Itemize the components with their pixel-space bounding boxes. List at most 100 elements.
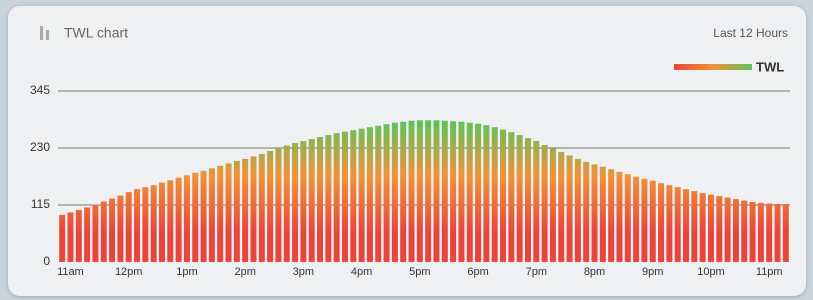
bar — [284, 146, 290, 262]
bar — [217, 166, 223, 262]
x-tick-label: 7pm — [526, 266, 547, 278]
x-tick-label: 1pm — [176, 266, 197, 278]
bar — [725, 198, 731, 262]
bar — [250, 156, 256, 262]
chart-title: TWL chart — [64, 25, 128, 41]
bar — [167, 180, 173, 262]
y-tick-label: 345 — [30, 83, 50, 97]
bar — [533, 141, 539, 262]
chart-icon — [46, 30, 49, 40]
bar — [567, 155, 573, 262]
bar — [716, 196, 722, 262]
bar — [234, 161, 240, 262]
bar — [84, 207, 90, 262]
bar — [134, 189, 140, 262]
x-tick-label: 2pm — [234, 266, 255, 278]
x-tick-label: 5pm — [409, 266, 430, 278]
bar — [300, 141, 306, 262]
x-tick-label: 11am — [57, 266, 84, 278]
bar — [275, 148, 281, 262]
chart-icon — [40, 26, 43, 40]
bar — [691, 191, 697, 262]
bar — [342, 132, 348, 262]
bar — [192, 173, 198, 262]
bar — [517, 135, 523, 262]
bar — [575, 159, 581, 262]
y-tick-label: 230 — [30, 140, 50, 154]
bar — [483, 125, 489, 262]
bar — [242, 159, 248, 262]
bar — [550, 148, 556, 262]
bar — [92, 205, 98, 262]
bar — [367, 127, 373, 262]
bar — [750, 202, 756, 262]
bar — [683, 189, 689, 262]
x-tick-label: 11pm — [756, 266, 783, 278]
bar — [641, 179, 647, 262]
legend-label: TWL — [756, 59, 784, 74]
bar — [126, 192, 132, 262]
bar — [650, 181, 656, 262]
bar — [59, 215, 65, 262]
bar — [201, 171, 207, 262]
bar — [542, 145, 548, 262]
bar — [384, 124, 390, 262]
x-tick-label: 4pm — [351, 266, 372, 278]
bar — [375, 126, 381, 262]
bar — [600, 167, 606, 262]
bar — [508, 132, 514, 262]
bar — [616, 172, 622, 262]
x-tick-label: 8pm — [584, 266, 605, 278]
bar — [608, 169, 614, 262]
bar — [733, 199, 739, 262]
bar — [592, 164, 598, 262]
bar — [151, 185, 157, 262]
bar — [450, 121, 456, 262]
bar — [475, 124, 481, 262]
bar — [267, 151, 273, 262]
bar — [67, 212, 73, 262]
bar — [176, 178, 182, 262]
bar — [783, 204, 789, 262]
bar — [558, 152, 564, 262]
bar — [758, 203, 764, 262]
chart: TWL chart Last 12 Hours 011523034511am12… — [0, 0, 813, 300]
bar — [76, 210, 82, 262]
y-tick-label: 0 — [43, 254, 50, 268]
bar — [359, 129, 365, 262]
bar — [775, 204, 781, 262]
bar — [766, 204, 772, 262]
bar — [325, 135, 331, 262]
bar — [525, 138, 531, 262]
bar — [101, 202, 107, 262]
bar — [741, 201, 747, 262]
bar — [400, 122, 406, 262]
bar — [209, 168, 215, 262]
bar — [625, 174, 631, 262]
bar — [425, 120, 431, 262]
bar — [350, 130, 356, 262]
legend-swatch — [674, 64, 752, 70]
bar — [334, 133, 340, 262]
bar — [159, 183, 165, 262]
bar — [700, 193, 706, 262]
bar — [117, 196, 123, 262]
bar — [226, 163, 232, 262]
x-tick-label: 10pm — [697, 266, 725, 278]
bar — [633, 177, 639, 262]
page: {"chart_data": {"type": "bar", "title": … — [0, 0, 813, 300]
bar — [417, 120, 423, 262]
y-tick-label: 115 — [31, 197, 50, 211]
bar — [467, 123, 473, 262]
bar — [492, 127, 498, 262]
bar — [442, 121, 448, 262]
x-tick-label: 3pm — [293, 266, 314, 278]
bar — [259, 154, 265, 262]
bar — [708, 195, 714, 262]
bar — [433, 120, 439, 262]
bar — [666, 185, 672, 262]
bar — [658, 183, 664, 262]
x-tick-label: 9pm — [642, 266, 663, 278]
bar — [142, 187, 148, 262]
bar — [317, 137, 323, 262]
